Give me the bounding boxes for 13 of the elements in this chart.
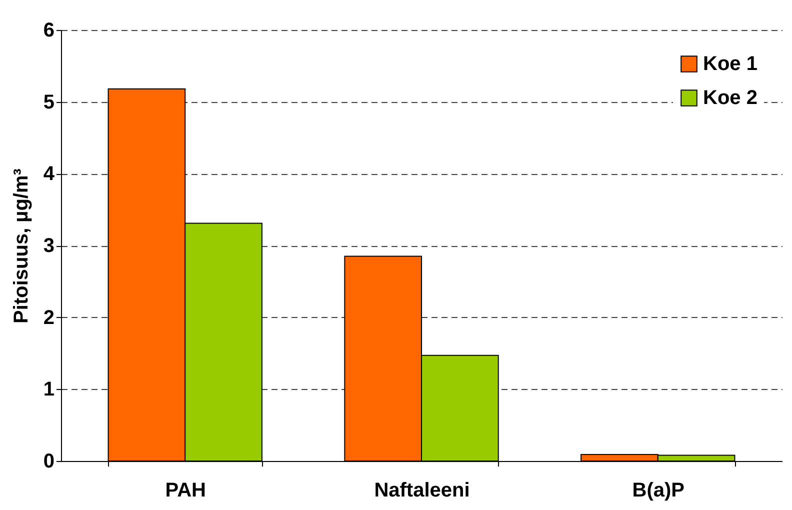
y-axis-title: Pitoisuus, µg/m³: [10, 168, 32, 324]
y-tick-label: 6: [43, 20, 54, 42]
x-tick-label: Naftaleeni: [374, 480, 470, 502]
y-tick-label: 4: [43, 163, 56, 186]
legend-label: Koe 2: [703, 87, 758, 109]
legend-label: Koe 1: [703, 53, 758, 75]
y-tick-label: 0: [43, 450, 54, 472]
y-tick-label: 2: [43, 306, 54, 329]
x-tick-label: PAH: [165, 480, 206, 502]
y-tick-label: 5: [43, 91, 54, 114]
y-tick-label: 3: [43, 235, 54, 257]
x-tick-label: B(a)P: [632, 480, 685, 502]
y-tick-label: 1: [43, 378, 54, 401]
